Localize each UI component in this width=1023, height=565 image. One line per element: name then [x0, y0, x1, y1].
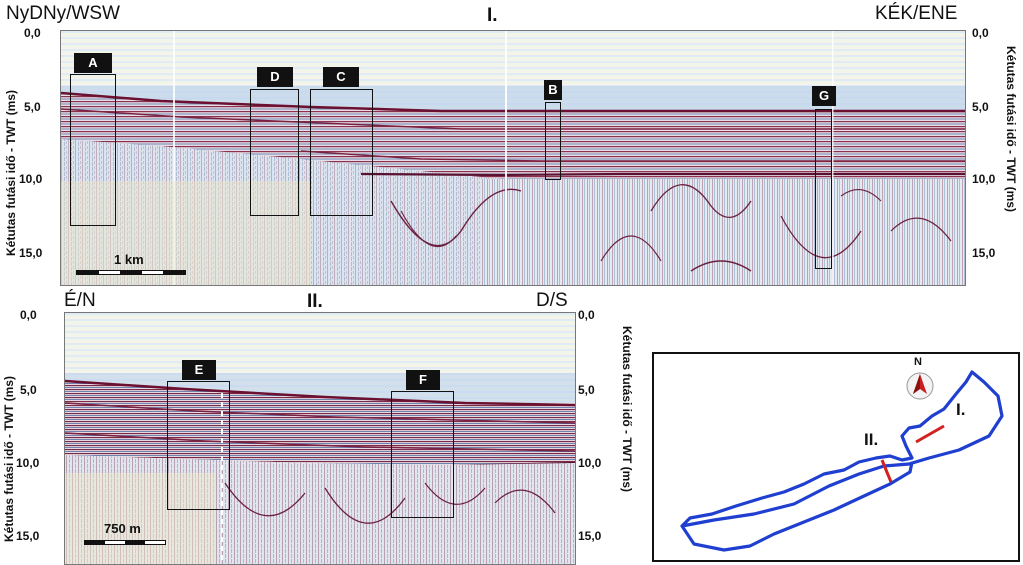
profile1-left-tick-10: 10,0 [19, 172, 43, 186]
profile1-scale-bar [76, 270, 186, 275]
profile1-left-tick-5: 5,0 [24, 100, 41, 114]
profile2-seismic-section [64, 312, 576, 565]
profile2-right-tick-10: 10,0 [578, 456, 602, 470]
profile1-right-tick-10: 10,0 [972, 172, 996, 186]
lake-outline-map [680, 370, 1004, 552]
profile1-scale-label: 1 km [114, 252, 144, 267]
profile2-box-f-label: F [406, 370, 440, 390]
profile1-left-tick-15: 15,0 [19, 246, 43, 260]
profile1-right-tick-5: 5,0 [972, 100, 989, 114]
north-arrow-icon [906, 372, 934, 400]
profile1-left-axis-title: Kétutas futási idő - TWT (ms) [4, 90, 18, 256]
profile1-box-d [250, 89, 299, 216]
profile1-box-g [815, 109, 832, 269]
profile1-box-b [545, 102, 561, 180]
profile1-box-c [310, 89, 373, 216]
profile2-right-tick-5: 5,0 [578, 383, 595, 397]
profile2-left-tick-0: 0,0 [20, 308, 37, 322]
profile2-right-tick-0: 0,0 [578, 308, 595, 322]
map-line-i-label: I. [956, 400, 966, 419]
north-label: N [914, 356, 922, 368]
profile1-right-tick-0: 0,0 [972, 26, 989, 40]
lake-outline [680, 370, 1004, 552]
profile2-number: II. [307, 291, 323, 312]
profile1-left-tick-0: 0,0 [24, 26, 41, 40]
profile1-box-a [70, 74, 116, 226]
profile2-right-tick-15: 15,0 [578, 529, 602, 543]
profile2-scale-bar [84, 540, 166, 545]
profile2-scale-label: 750 m [104, 521, 141, 536]
profile1-box-g-label: G [812, 86, 836, 106]
profile2-left-axis-title: Kétutas futási idő - TWT (ms) [2, 376, 16, 542]
profile2-right-axis-title: Kétutas futási idő - TWT (ms) [620, 326, 634, 492]
profile2-box-e-label: E [182, 360, 216, 380]
profile2-left-tick-10: 10,0 [16, 456, 40, 470]
profile1-right-tick-15: 15,0 [972, 246, 996, 260]
map-line-ii-label: II. [864, 430, 879, 449]
profile1-box-d-label: D [257, 67, 293, 87]
profile1-box-c-label: C [323, 67, 359, 87]
location-map-frame: N I. II. [652, 352, 1020, 562]
profile2-box-f [391, 391, 454, 518]
profile2-left-direction: É/N [64, 290, 96, 311]
profile2-box-e [167, 381, 230, 510]
profile2-right-direction: D/S [536, 290, 568, 311]
profile1-right-axis-title: Kétutas futási idő - TWT (ms) [1004, 46, 1018, 212]
profile1-left-direction: NyDNy/WSW [6, 3, 120, 24]
profile1-right-direction: KÉK/ENE [875, 3, 958, 24]
profile-line-i [915, 424, 945, 444]
profile2-left-tick-5: 5,0 [20, 383, 37, 397]
profile1-box-a-label: A [74, 53, 112, 73]
profile1-seismic-section [60, 30, 966, 286]
profile1-box-b-label: B [544, 80, 562, 100]
profile-line-ii [880, 459, 893, 483]
profile1-number: I. [487, 5, 498, 26]
profile2-left-tick-15: 15,0 [16, 529, 40, 543]
